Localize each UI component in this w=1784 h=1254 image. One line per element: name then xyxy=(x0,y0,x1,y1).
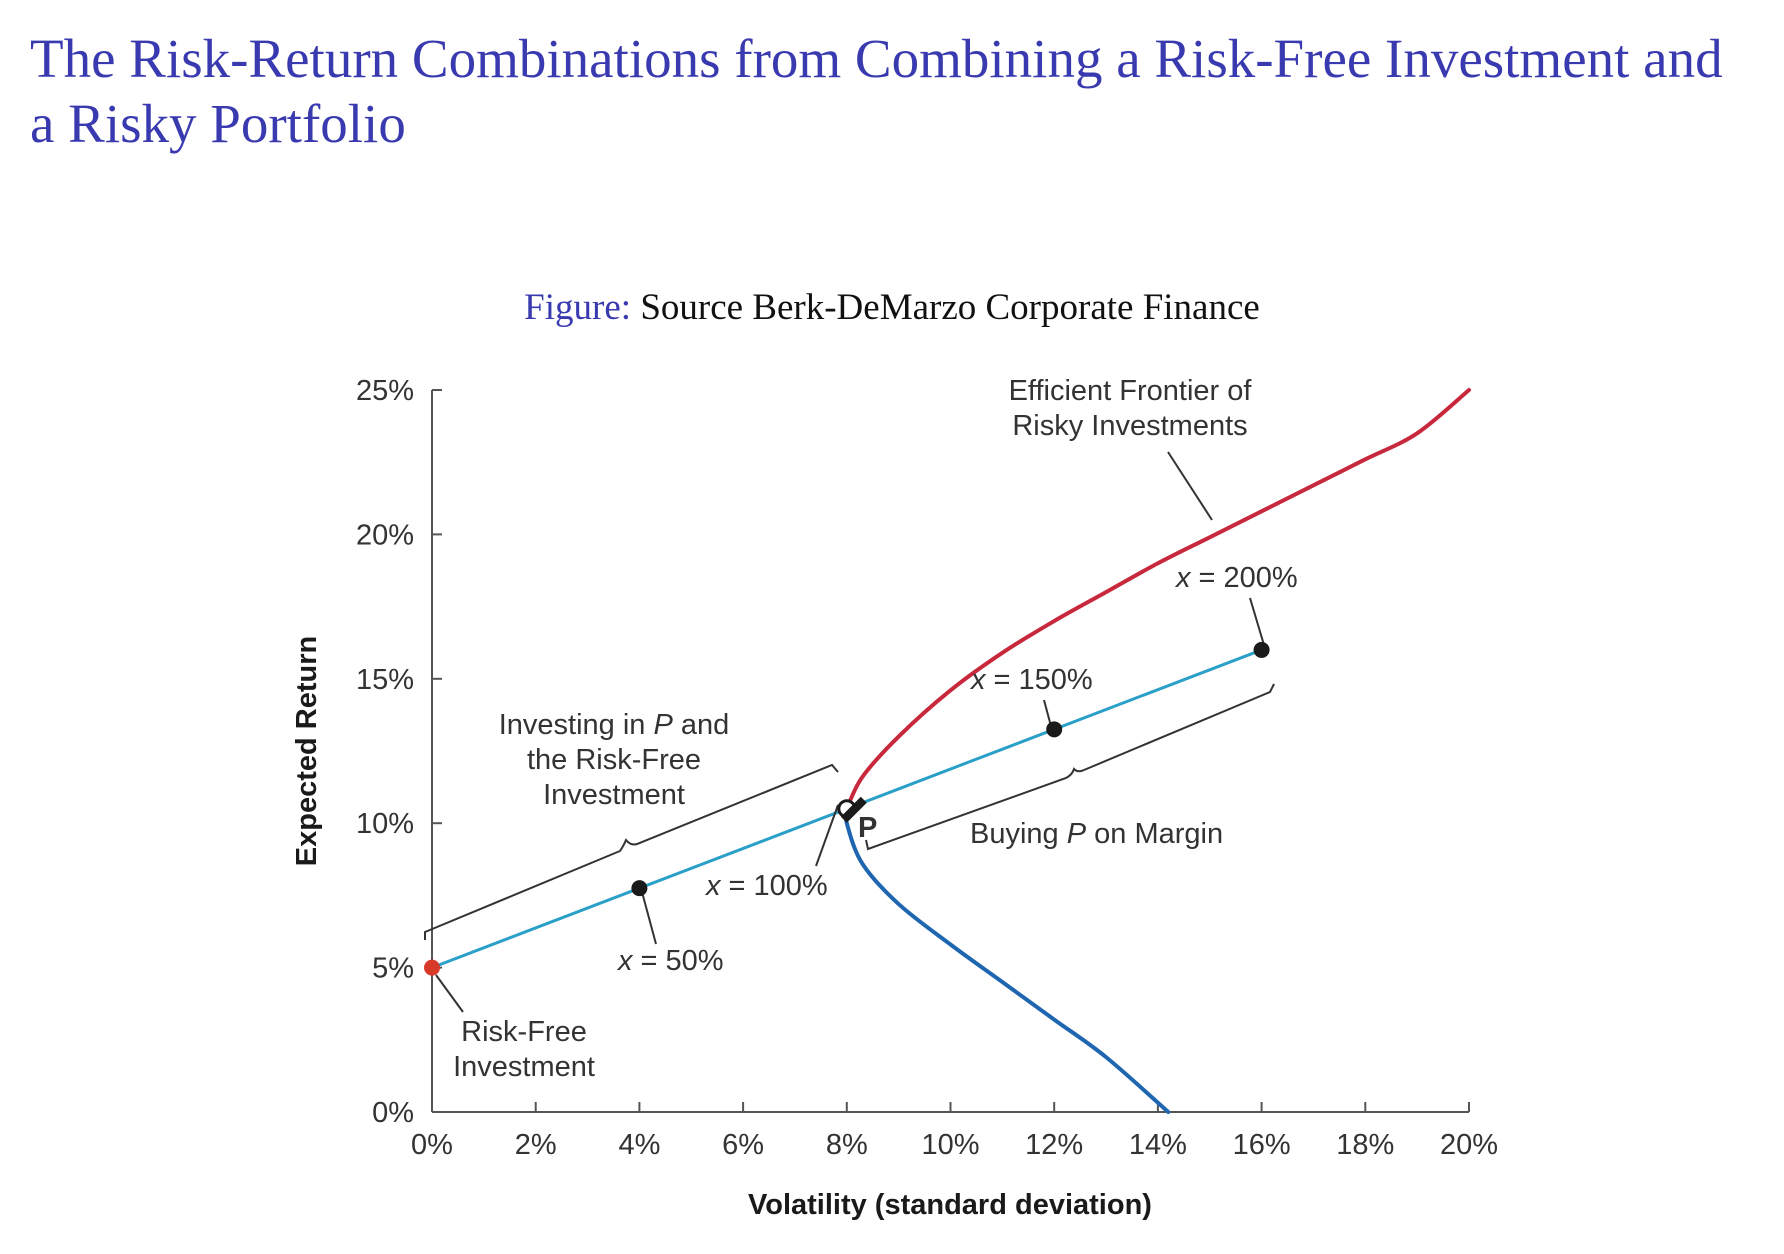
annotation-riskfree-line1: Risk-Free xyxy=(461,1016,587,1048)
investing-text-a: Investing in xyxy=(499,709,654,741)
points-layer xyxy=(424,641,1270,976)
x-tick-label: 8% xyxy=(826,1129,868,1161)
annotation-investing-line1: Investing in P and xyxy=(499,709,730,741)
y-tick-label: 0% xyxy=(372,1097,414,1129)
y-tick-label: 5% xyxy=(372,953,414,985)
annotation-margin: Buying P on Margin xyxy=(970,818,1223,850)
margin-text-p: P xyxy=(1067,818,1087,850)
annotation-x50-value: = 50% xyxy=(633,945,724,977)
x-tick-label: 0% xyxy=(411,1129,453,1161)
annotation-x150-var: x xyxy=(969,664,987,696)
brace-margin xyxy=(865,683,1275,851)
annotation-investing-line2: the Risk-Free xyxy=(527,744,701,776)
braces xyxy=(424,683,1275,940)
annotation-x200-value: = 200% xyxy=(1191,562,1298,594)
leader-lines xyxy=(435,451,1265,1013)
figure-caption: Figure: Source Berk-DeMarzo Corporate Fi… xyxy=(0,286,1784,329)
pen-cursor-icon xyxy=(840,796,867,823)
annotation-x50: x = 50% xyxy=(616,945,724,977)
brace-investing xyxy=(424,763,839,940)
annotation-riskfree-line2: Investment xyxy=(453,1051,595,1083)
x-tick-label: 18% xyxy=(1336,1129,1394,1161)
leader-x200 xyxy=(1249,597,1265,646)
annotation-x100-value: = 100% xyxy=(721,870,828,902)
x-tick-label: 6% xyxy=(722,1129,764,1161)
point-x200 xyxy=(1253,641,1270,658)
y-tick-label: 20% xyxy=(356,519,414,551)
investing-text-p: P xyxy=(653,709,673,741)
x-tick-label: 2% xyxy=(515,1129,557,1161)
x-tick-label: 20% xyxy=(1440,1129,1498,1161)
x-tick-label: 10% xyxy=(921,1129,979,1161)
caption-label: Figure: xyxy=(524,287,632,328)
point-x150 xyxy=(1046,721,1063,738)
x-tick-label: 12% xyxy=(1025,1129,1083,1161)
leader-x100 xyxy=(815,804,839,867)
investing-text-b: and xyxy=(673,709,729,741)
x-tick-label: 14% xyxy=(1129,1129,1187,1161)
y-tick-label: 15% xyxy=(356,664,414,696)
y-tick-label: 25% xyxy=(356,375,414,407)
x-tick-label: 16% xyxy=(1233,1129,1291,1161)
series-frontier-upper xyxy=(844,388,1471,811)
annotation-investing-line3: Investment xyxy=(543,779,685,811)
annotation-riskfree: Risk-Free Investment xyxy=(453,1016,595,1083)
point-risk-free xyxy=(424,959,440,976)
slide-title: The Risk-Return Combinations from Combin… xyxy=(30,28,1723,154)
x-tick-label: 4% xyxy=(618,1129,660,1161)
point-label-p: P xyxy=(858,812,877,844)
margin-text-a: Buying xyxy=(970,818,1067,850)
annotation-x50-var: x xyxy=(616,945,634,977)
leader-x50 xyxy=(641,891,657,945)
y-axis-title: Expected Return xyxy=(291,636,323,866)
leader-riskfree xyxy=(435,974,464,1013)
annotation-x100: x = 100% xyxy=(704,870,828,902)
point-x50 xyxy=(631,880,648,897)
leader-frontier xyxy=(1167,451,1213,521)
series-frontier-lower xyxy=(843,806,1171,1114)
annotation-x150-value: = 150% xyxy=(986,664,1093,696)
x-axis-title: Volatility (standard deviation) xyxy=(748,1189,1152,1221)
annotation-frontier-line2: Risky Investments xyxy=(1012,410,1247,442)
caption-text: Source Berk-DeMarzo Corporate Finance xyxy=(631,287,1260,328)
y-tick-label: 10% xyxy=(356,808,414,840)
ticks: 0% 2% 4% 6% 8% 10% 12% 14% 16% 18% 20% 0% 5% 10% 15% 20… xyxy=(356,375,1498,1161)
annotation-x150: x = 150% xyxy=(969,664,1093,696)
margin-text-b: on Margin xyxy=(1086,818,1223,850)
annotation-frontier: Efficient Frontier of Risky Investments xyxy=(1009,375,1253,442)
annotation-x100-var: x xyxy=(704,870,722,902)
annotation-investing: Investing in P and the Risk-Free Investm… xyxy=(499,709,730,811)
annotation-x200: x = 200% xyxy=(1174,562,1298,594)
annotation-x200-var: x xyxy=(1174,562,1192,594)
annotation-frontier-line1: Efficient Frontier of xyxy=(1009,375,1253,407)
